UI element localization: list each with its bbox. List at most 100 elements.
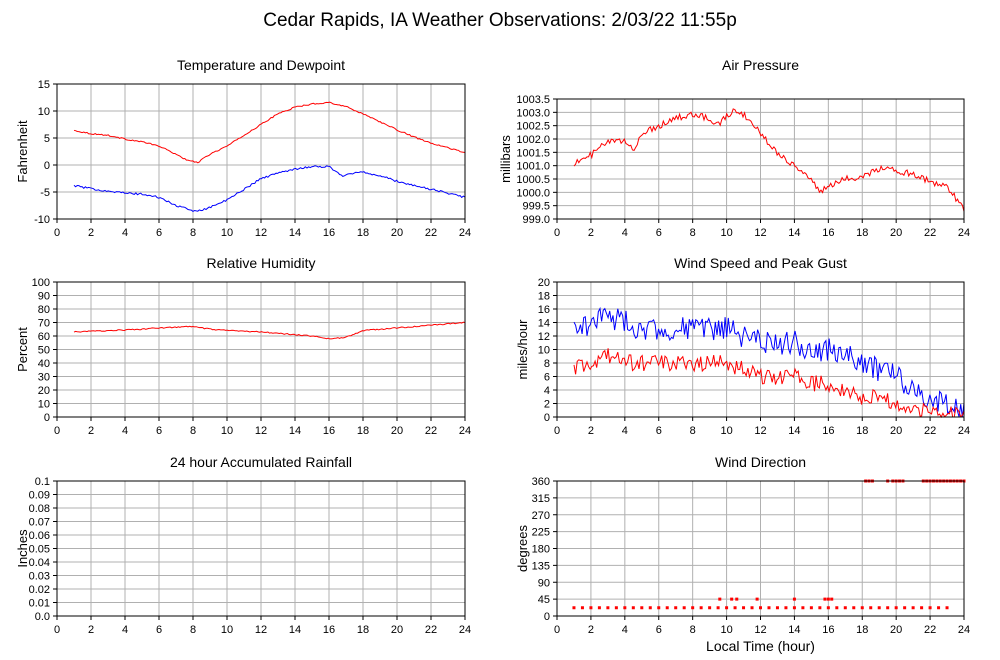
x-tick-label: 20 xyxy=(890,227,902,239)
data-point xyxy=(852,606,856,610)
y-tick-label: 1003.0 xyxy=(516,107,550,119)
y-tick-label: 0 xyxy=(44,412,50,424)
y-tick-label: 10 xyxy=(38,399,50,411)
x-tick-label: 6 xyxy=(156,227,162,239)
data-point xyxy=(572,606,576,610)
x-tick-label: 2 xyxy=(88,425,94,437)
data-point xyxy=(657,606,661,610)
data-point xyxy=(708,606,712,610)
y-tick-label: 0.1 xyxy=(35,476,50,488)
data-point xyxy=(674,606,678,610)
y-tick-label: 999.5 xyxy=(522,201,550,213)
data-point xyxy=(775,606,779,610)
data-point xyxy=(699,606,703,610)
x-tick-label: 8 xyxy=(690,425,696,437)
y-tick-label: 1002.0 xyxy=(516,134,550,146)
data-point xyxy=(792,606,796,610)
x-tick-label: 2 xyxy=(88,227,94,239)
data-point xyxy=(759,606,762,610)
x-tick-label: 20 xyxy=(391,624,403,636)
y-axis-label: Inches xyxy=(15,529,30,568)
x-tick-label: 24 xyxy=(958,624,970,636)
x-tick-label: 16 xyxy=(323,425,335,437)
x-tick-label: 12 xyxy=(754,227,766,239)
x-tick-label: 22 xyxy=(924,227,936,239)
y-tick-label: 10 xyxy=(538,345,550,357)
data-point xyxy=(894,606,898,610)
x-axis-label: Local Time (hour) xyxy=(706,638,815,654)
x-tick-label: 18 xyxy=(856,624,868,636)
data-point xyxy=(830,597,834,601)
y-tick-label: 0.02 xyxy=(29,584,50,596)
x-tick-label: 8 xyxy=(190,425,196,437)
data-point xyxy=(631,606,635,610)
y-tick-label: 999.0 xyxy=(522,214,550,226)
main-title: Cedar Rapids, IA Weather Observations: 2… xyxy=(263,10,737,31)
x-tick-label: 16 xyxy=(822,425,834,437)
x-tick-label: 12 xyxy=(255,227,267,239)
data-point xyxy=(742,606,746,610)
series-line xyxy=(73,165,466,212)
x-tick-label: 0 xyxy=(554,425,560,437)
data-point xyxy=(826,606,830,610)
data-point xyxy=(640,606,644,610)
x-tick-label: 20 xyxy=(890,624,902,636)
x-tick-label: 0 xyxy=(554,624,560,636)
data-point xyxy=(843,606,847,610)
data-point xyxy=(801,606,805,610)
x-tick-label: 14 xyxy=(788,624,800,636)
panel-title-humidity: Relative Humidity xyxy=(207,255,316,271)
y-tick-label: 100 xyxy=(32,277,50,289)
x-tick-label: 8 xyxy=(190,624,196,636)
data-point xyxy=(648,606,652,610)
x-tick-label: 14 xyxy=(788,425,800,437)
data-point xyxy=(718,597,722,601)
y-tick-label: 1001.0 xyxy=(516,161,550,173)
x-tick-label: 0 xyxy=(54,624,60,636)
x-tick-label: 6 xyxy=(656,425,662,437)
y-tick-label: 1001.5 xyxy=(516,147,550,159)
y-tick-label: 0 xyxy=(44,160,50,172)
x-tick-label: 20 xyxy=(890,425,902,437)
data-point xyxy=(767,606,771,610)
y-tick-label: 0.05 xyxy=(29,544,50,556)
x-tick-label: 24 xyxy=(459,425,471,437)
x-tick-label: 18 xyxy=(856,425,868,437)
y-tick-label: 0 xyxy=(544,611,550,623)
data-point xyxy=(623,606,627,610)
x-tick-label: 4 xyxy=(122,227,128,239)
x-tick-label: 14 xyxy=(289,425,301,437)
data-point xyxy=(818,606,822,610)
x-tick-label: 22 xyxy=(924,624,936,636)
y-tick-label: 360 xyxy=(532,476,550,488)
series-line xyxy=(73,321,466,340)
y-tick-label: -5 xyxy=(40,187,50,199)
data-point xyxy=(877,606,881,610)
x-tick-label: 18 xyxy=(357,425,369,437)
data-point xyxy=(835,606,839,610)
data-point xyxy=(597,606,601,610)
data-point xyxy=(937,606,941,610)
data-point xyxy=(733,606,737,610)
series-line xyxy=(573,108,965,212)
y-tick-label: 225 xyxy=(532,527,550,539)
x-tick-label: 24 xyxy=(958,425,970,437)
y-tick-label: -10 xyxy=(34,214,50,226)
data-point xyxy=(730,597,734,601)
y-axis-label: Percent xyxy=(15,327,30,372)
y-tick-label: 270 xyxy=(532,510,550,522)
y-tick-label: 5 xyxy=(44,133,50,145)
panel-title-pressure: Air Pressure xyxy=(722,57,799,73)
x-tick-label: 20 xyxy=(391,425,403,437)
data-point xyxy=(928,606,932,610)
series-line xyxy=(573,306,965,418)
x-tick-label: 10 xyxy=(221,624,233,636)
y-tick-label: 0.01 xyxy=(29,598,50,610)
y-tick-label: 45 xyxy=(538,594,550,606)
x-tick-label: 10 xyxy=(720,227,732,239)
